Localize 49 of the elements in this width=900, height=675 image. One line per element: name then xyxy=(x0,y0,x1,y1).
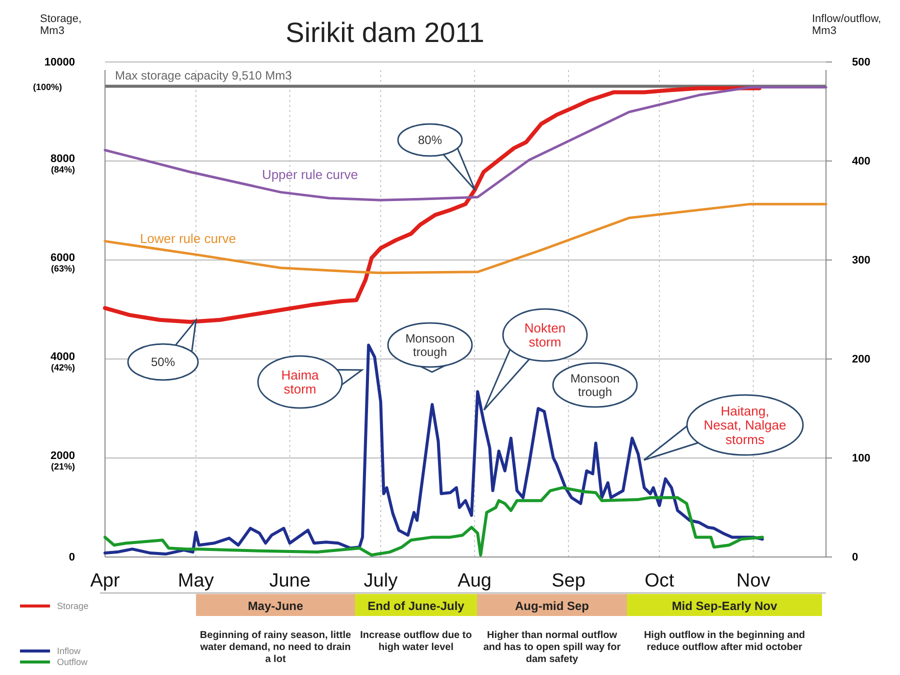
legend-label: Inflow xyxy=(57,646,82,656)
y-tick-label: 4000 (42%) xyxy=(50,351,75,372)
text: May-June xyxy=(248,599,304,613)
line-series xyxy=(104,486,764,557)
line-series xyxy=(104,86,828,202)
y-tick-label: 8000 (84%) xyxy=(50,153,75,174)
legend-label: Outflow xyxy=(57,657,88,667)
x-tick-label: Sep xyxy=(552,570,586,592)
y2-tick-label: 300 xyxy=(852,254,870,267)
annotation: Haitang, Nesat, Nalgae storms xyxy=(704,403,786,447)
y2-tick-label: 400 xyxy=(852,156,870,168)
annotation: Haima storm xyxy=(281,367,320,397)
annotation: Monsoon trough xyxy=(570,372,620,399)
x-tick-label: Apr xyxy=(90,570,120,592)
text: Beginning of rainy season, little water demand, no need to drain a lot xyxy=(199,630,352,665)
y2-tick-label: 100 xyxy=(852,452,870,465)
y-tick-label: 0 xyxy=(68,552,75,564)
text: Increase outflow due to high water level xyxy=(360,630,472,653)
y2-tick-label: 0 xyxy=(852,552,858,564)
line-series xyxy=(104,202,828,274)
y2-axis-title: Inflow/outflow, Mm3 xyxy=(812,13,882,38)
y-tick-label: 10000 xyxy=(44,56,75,69)
x-tick-label: July xyxy=(364,570,398,592)
y-tick-label: 6000 (63%) xyxy=(50,252,75,274)
legend-label: Storage xyxy=(57,601,89,611)
y-tick-label: 2000 (21%) xyxy=(50,450,75,472)
x-tick-label: Aug xyxy=(458,570,492,592)
y2-tick-label: 500 xyxy=(852,56,870,69)
x-tick-label: June xyxy=(269,570,310,592)
y-axis-title: Storage, Mm3 xyxy=(40,13,82,38)
text: Higher than normal outflow and has to open spill way for dam safety xyxy=(483,630,621,665)
x-tick-label: Nov xyxy=(736,570,771,592)
annotation: 50% xyxy=(150,355,176,370)
chart-title: Sirikit dam 2011 xyxy=(286,17,484,48)
text: High outflow in the beginning and reduce outflow after mid october xyxy=(644,630,806,653)
annotation: 80% xyxy=(418,133,442,148)
series-label: Upper rule curve xyxy=(262,167,358,182)
series-label: Lower rule curve xyxy=(140,231,236,246)
text: Mid Sep-Early Nov xyxy=(672,599,778,613)
x-tick-label: May xyxy=(178,570,214,592)
annotation: Monsoon trough xyxy=(405,332,455,359)
x-tick-label: Oct xyxy=(644,570,675,592)
text: End of June-July xyxy=(368,599,465,613)
ref-line-label: Max storage capacity 9,510 Mm3 xyxy=(115,68,292,82)
annotation: Nokten storm xyxy=(524,320,566,350)
y2-tick-label: 200 xyxy=(852,354,870,366)
line-series xyxy=(103,86,762,324)
text: (100%) xyxy=(32,82,62,92)
text: Aug-mid Sep xyxy=(515,599,589,613)
